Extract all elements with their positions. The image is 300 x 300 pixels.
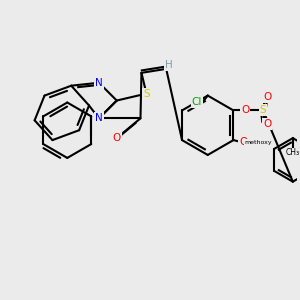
Text: H: H	[165, 60, 173, 70]
Text: methoxy: methoxy	[244, 140, 272, 145]
Text: CH₃: CH₃	[286, 148, 300, 158]
Text: N: N	[95, 113, 103, 123]
Text: N: N	[95, 78, 103, 88]
Text: O: O	[263, 119, 271, 129]
Text: Cl: Cl	[192, 97, 202, 106]
Text: O: O	[112, 133, 121, 143]
Text: O: O	[263, 92, 271, 102]
Text: S: S	[143, 88, 150, 99]
Text: O: O	[241, 105, 249, 116]
Text: O: O	[239, 137, 248, 147]
Text: S: S	[260, 105, 266, 116]
